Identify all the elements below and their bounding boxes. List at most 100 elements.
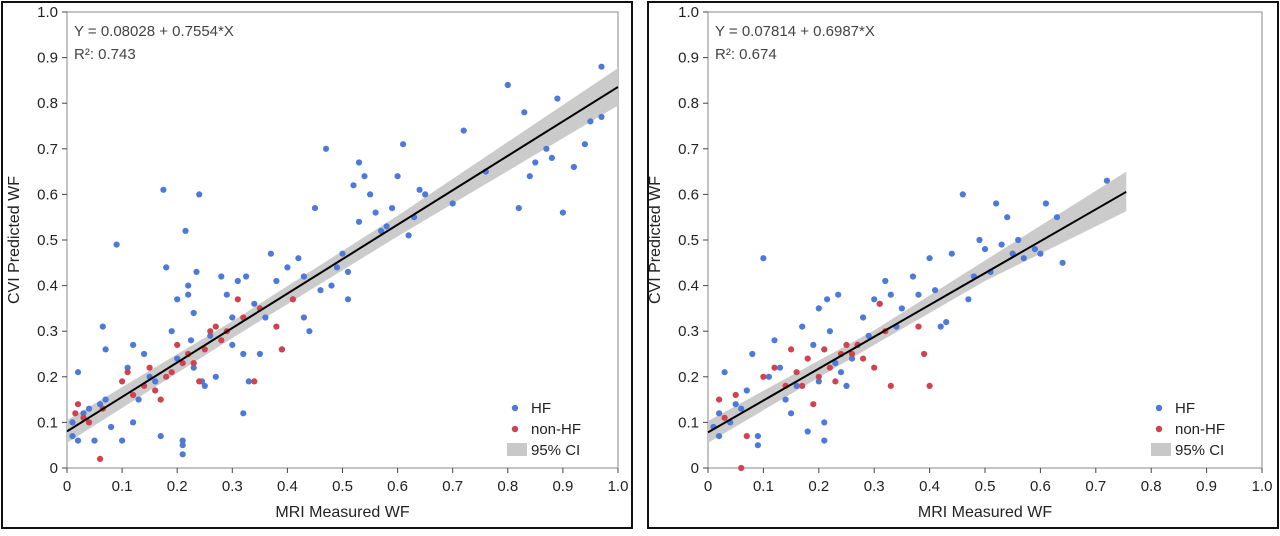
data-point-hf (865, 332, 872, 339)
y-tick-label: 0.8 (37, 95, 58, 112)
x-axis-title: MRI Measured WF (918, 504, 1052, 521)
x-tick-label: 0.3 (864, 478, 885, 495)
data-point-hf (882, 277, 889, 285)
data-point-non-hf (926, 382, 933, 389)
data-point-hf (1037, 250, 1044, 257)
data-point-non-hf (163, 373, 170, 380)
data-point-hf (119, 437, 126, 444)
data-point-hf (322, 145, 330, 152)
data-point-hf (754, 433, 762, 440)
data-point-hf (295, 255, 302, 262)
data-point-non-hf (921, 350, 928, 358)
data-point-non-hf (119, 378, 126, 385)
data-point-hf (328, 282, 335, 289)
data-point-hf (333, 264, 341, 271)
data-point-non-hf (876, 300, 883, 307)
data-point-hf (185, 291, 192, 298)
data-point-hf (124, 364, 131, 371)
data-point-hf (190, 309, 197, 317)
data-point-hf (174, 355, 181, 362)
data-point-non-hf (804, 355, 811, 362)
data-point-hf (130, 341, 137, 348)
data-point-hf (581, 141, 589, 148)
data-point-hf (361, 173, 368, 180)
data-point-non-hf (74, 401, 82, 408)
data-point-hf (80, 410, 87, 417)
data-point-hf (229, 341, 236, 348)
data-point-hf (909, 273, 917, 280)
data-point-non-hf (251, 378, 258, 385)
data-point-non-hf (716, 396, 723, 403)
data-point-hf (815, 378, 822, 385)
data-point-hf (948, 250, 955, 257)
data-point-hf (993, 200, 1000, 207)
data-point-hf (943, 319, 950, 326)
y-tick-label: 0.4 (37, 278, 58, 295)
data-point-hf (300, 273, 307, 280)
data-point-non-hf (124, 369, 131, 376)
x-tick-label: 0.2 (167, 478, 188, 495)
data-point-hf (163, 264, 170, 271)
data-point-hf (835, 291, 842, 298)
data-point-hf (229, 314, 236, 321)
y-tick-label: 0.1 (678, 414, 699, 431)
data-point-hf (526, 173, 533, 180)
data-point-hf (378, 227, 385, 234)
data-point-hf (102, 396, 109, 403)
data-point-non-hf (738, 464, 745, 472)
data-point-hf (824, 296, 831, 303)
data-point-hf (504, 81, 511, 89)
data-point-non-hf (97, 455, 104, 462)
data-point-hf (860, 314, 867, 321)
x-tick-label: 0.6 (1030, 478, 1051, 495)
x-tick-label: 0.9 (552, 478, 573, 495)
x-tick-label: 0.1 (753, 478, 774, 495)
data-point-hf (99, 323, 106, 330)
data-point-hf (793, 382, 800, 389)
data-point-hf (532, 159, 539, 166)
data-point-hf (251, 300, 258, 307)
data-point-hf (832, 360, 839, 367)
data-point-hf (267, 250, 274, 257)
x-tick-label: 0.3 (222, 478, 243, 495)
legend-label: non-HF (1175, 421, 1225, 438)
legend-marker-non-hf (511, 425, 519, 433)
legend-swatch-ci (507, 443, 527, 456)
data-point-hf (190, 364, 197, 371)
y-tick-label: 0.9 (678, 50, 699, 67)
r-squared-label: R²: 0.674 (715, 46, 777, 63)
data-point-hf (223, 291, 230, 298)
data-point-hf (102, 346, 109, 353)
x-tick-label: 0.5 (332, 478, 353, 495)
data-point-hf (559, 209, 567, 216)
legend-label: 95% CI (1175, 442, 1224, 459)
legend-marker-hf (511, 404, 519, 412)
data-point-hf (422, 191, 429, 198)
data-point-hf (998, 241, 1005, 248)
data-point-non-hf (848, 350, 856, 358)
data-point-hf (372, 209, 379, 216)
legend-swatch-ci (1151, 443, 1171, 456)
data-point-hf (218, 273, 225, 280)
data-point-hf (898, 305, 906, 312)
x-tick-label: 0.1 (112, 478, 133, 495)
data-point-hf (1053, 214, 1061, 221)
y-tick-label: 0.7 (678, 141, 699, 158)
data-point-hf (157, 433, 164, 440)
data-point-hf (765, 373, 773, 380)
legend-label: HF (531, 400, 551, 417)
data-point-hf (782, 396, 789, 403)
chart-panel-2: 0 0.1 0.2 0.3 0.4 0.5 0.6 0.7 0.8 0.9 1.0 0 0.1 0.2 0.… (647, 1, 1279, 529)
data-point-hf (716, 433, 723, 440)
y-tick-label: 0.3 (37, 323, 58, 340)
data-point-non-hf (212, 323, 219, 330)
data-point-hf (843, 382, 850, 389)
data-point-hf (799, 323, 806, 330)
data-point-hf (207, 332, 214, 339)
data-point-hf (743, 387, 750, 394)
data-point-hf (367, 191, 374, 198)
data-point-non-hf (174, 341, 181, 348)
data-point-hf (193, 268, 200, 275)
data-point-hf (815, 305, 822, 312)
